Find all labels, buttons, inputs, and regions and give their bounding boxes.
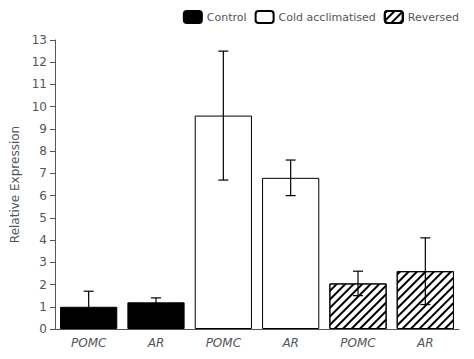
svg-text:AR: AR bbox=[281, 336, 299, 350]
svg-text:13: 13 bbox=[32, 33, 47, 47]
svg-text:POMC: POMC bbox=[71, 336, 107, 350]
svg-text:0: 0 bbox=[39, 322, 47, 336]
svg-text:1: 1 bbox=[39, 300, 47, 314]
svg-text:12: 12 bbox=[32, 55, 47, 69]
svg-text:10: 10 bbox=[32, 100, 47, 114]
svg-text:Cold acclimatised: Cold acclimatised bbox=[279, 11, 376, 24]
svg-text:Relative Expression: Relative Expression bbox=[8, 126, 22, 243]
svg-text:8: 8 bbox=[39, 144, 47, 158]
svg-text:POMC: POMC bbox=[206, 336, 242, 350]
svg-text:6: 6 bbox=[39, 189, 47, 203]
svg-text:AR: AR bbox=[147, 336, 165, 350]
svg-text:2: 2 bbox=[39, 278, 47, 292]
svg-text:4: 4 bbox=[39, 233, 47, 247]
svg-text:11: 11 bbox=[32, 77, 47, 91]
svg-text:3: 3 bbox=[39, 255, 47, 269]
svg-text:7: 7 bbox=[39, 166, 47, 180]
svg-text:Reversed: Reversed bbox=[408, 11, 459, 24]
svg-text:Control: Control bbox=[207, 11, 247, 24]
svg-text:POMC: POMC bbox=[340, 336, 376, 350]
svg-text:9: 9 bbox=[39, 122, 47, 136]
svg-text:5: 5 bbox=[39, 211, 47, 225]
svg-text:AR: AR bbox=[416, 336, 434, 350]
